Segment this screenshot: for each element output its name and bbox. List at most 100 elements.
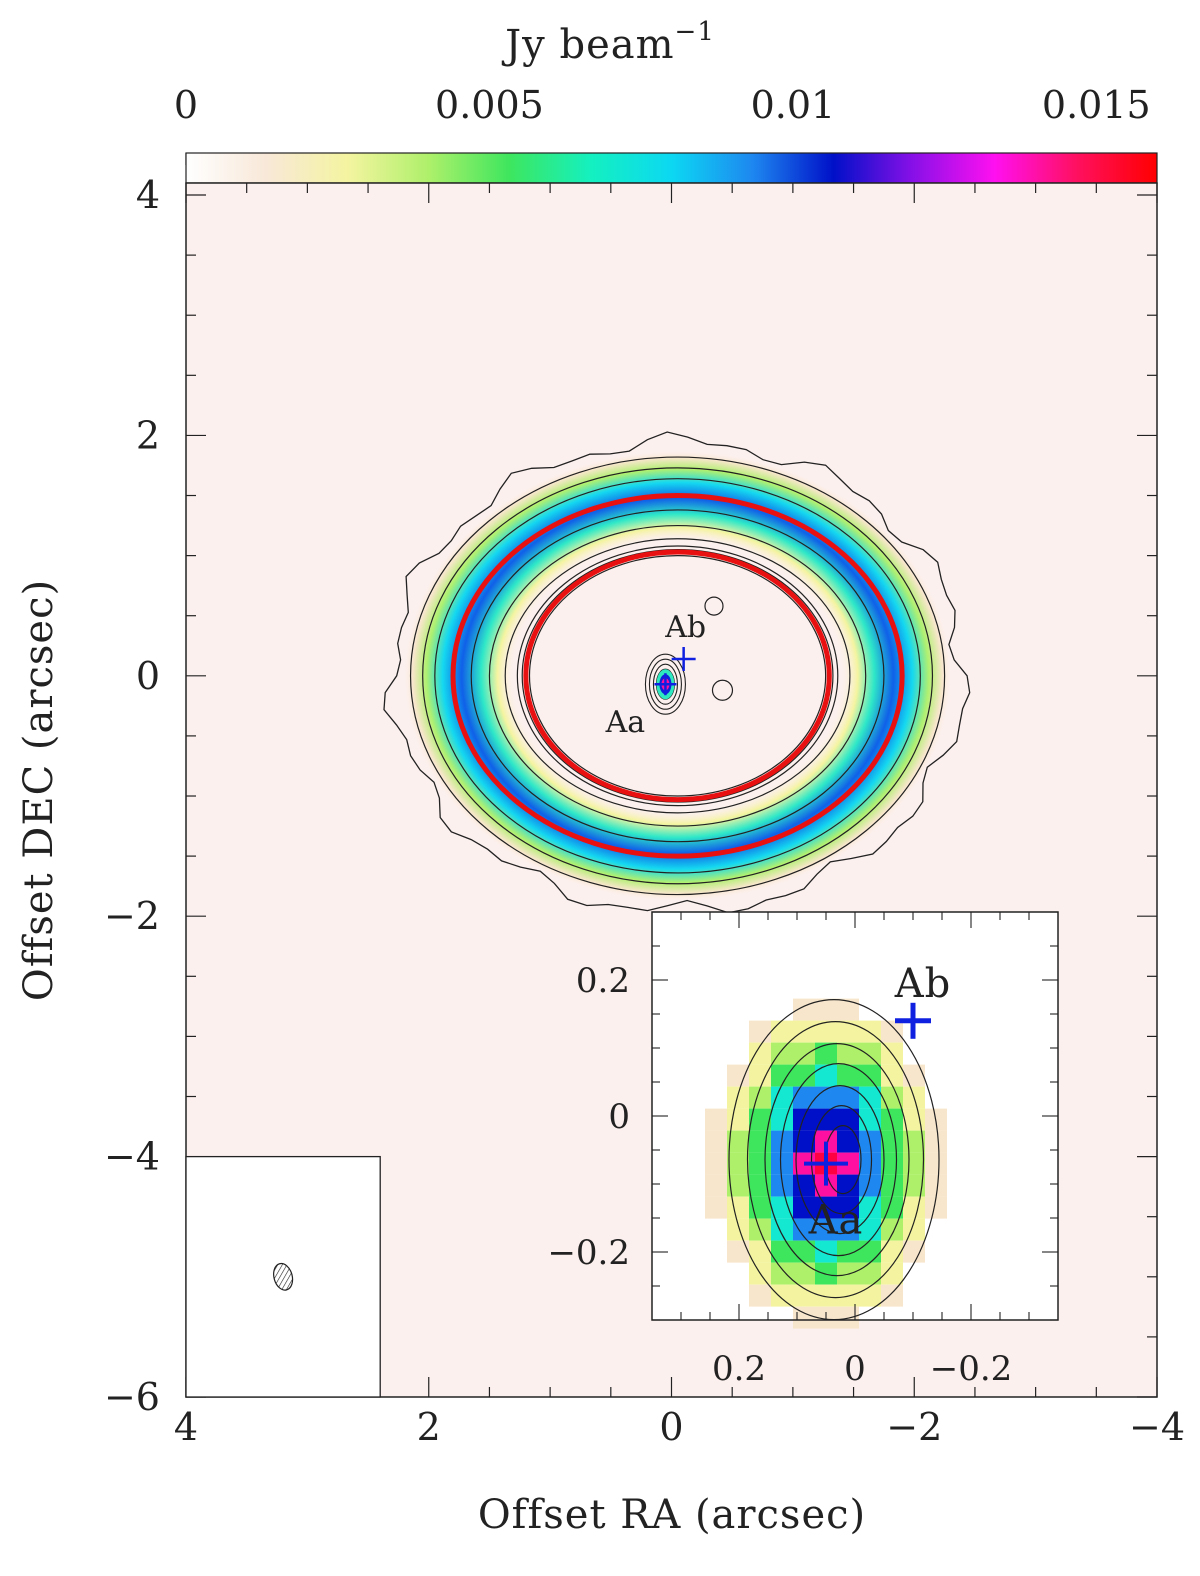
contour xyxy=(644,653,686,715)
inset-contour xyxy=(779,1062,898,1257)
inset-pixel xyxy=(727,1218,749,1241)
colorbar-tick-label: 0 xyxy=(174,83,198,127)
contour xyxy=(516,545,839,807)
inset-pixel xyxy=(793,1240,815,1263)
inset-pixel xyxy=(815,1020,837,1043)
inset-pixel xyxy=(837,1262,859,1285)
inset-pixel xyxy=(815,1042,837,1065)
inset-pixel xyxy=(837,998,859,1021)
y-tick-label: 0 xyxy=(136,654,160,698)
inset-pixel xyxy=(925,1130,947,1153)
contour xyxy=(422,467,934,885)
inset-pixel xyxy=(705,1196,727,1219)
inset-pixel xyxy=(837,1130,859,1153)
inset-pixel xyxy=(793,1174,815,1197)
inset-pixel xyxy=(881,1130,903,1153)
inset-pixel xyxy=(771,1284,793,1307)
y-axis-label: Offset DEC (arcsec) xyxy=(16,579,62,1001)
emission-map: Aa Ab xyxy=(383,431,971,914)
inset-contour xyxy=(795,1084,885,1235)
inset-pixel xyxy=(705,1108,727,1131)
inset-source-label-ab: Ab xyxy=(894,961,952,1007)
inset-pixel xyxy=(881,1174,903,1197)
colorbar-label: Jy beam−1 xyxy=(501,17,715,68)
inset-pixel xyxy=(771,1196,793,1219)
inset-pixel xyxy=(881,1240,903,1263)
inset-pixel xyxy=(771,1020,793,1043)
beam-ellipse xyxy=(273,1262,294,1291)
inset-pixel xyxy=(837,1020,859,1043)
source-label-ab: Ab xyxy=(664,610,706,645)
inset-pixel xyxy=(815,1284,837,1307)
inset-pixel xyxy=(859,1262,881,1285)
contour xyxy=(648,658,682,710)
inset-pixel xyxy=(749,1284,771,1307)
inset-pixel xyxy=(815,1064,837,1087)
inset-pixel xyxy=(925,1174,947,1197)
inset-pixel xyxy=(749,1020,771,1043)
inset-pixel xyxy=(727,1152,749,1175)
inset-pixel xyxy=(859,1042,881,1065)
inset-pixel xyxy=(793,1284,815,1307)
y-tick-label: −6 xyxy=(104,1375,160,1419)
ring-fit-ellipse xyxy=(450,493,905,859)
inset-pixel xyxy=(903,1196,925,1219)
inset-pixel xyxy=(727,1174,749,1197)
inset-pixel xyxy=(859,1174,881,1197)
inset-pixel xyxy=(837,1240,859,1263)
contour xyxy=(704,596,724,616)
inset-y-tick-label: 0.2 xyxy=(576,961,630,1001)
inset-pixel xyxy=(749,1064,771,1087)
inset-pixel xyxy=(859,1020,881,1043)
contour xyxy=(711,679,734,701)
inset-pixel xyxy=(815,1108,837,1131)
colorbar-label-exponent: −1 xyxy=(675,17,715,47)
inset-pixel xyxy=(749,1086,771,1109)
contour xyxy=(383,431,971,914)
inset-pixel xyxy=(793,1262,815,1285)
inset-pixel xyxy=(727,1064,749,1087)
x-tick-label: 2 xyxy=(417,1405,441,1449)
inset-pixel xyxy=(771,1152,793,1175)
inset-pixel xyxy=(771,1042,793,1065)
source-marker-aa xyxy=(654,673,677,696)
inset-pixel xyxy=(793,1218,815,1241)
contour xyxy=(652,663,678,705)
inset-pixel xyxy=(793,1064,815,1087)
inset-pixel xyxy=(859,1152,881,1175)
inset-pixel xyxy=(903,1240,925,1263)
source-label-aa: Aa xyxy=(605,705,646,740)
inset-pixel xyxy=(727,1086,749,1109)
source-marker-ab xyxy=(671,646,696,671)
inset-pixel xyxy=(727,1130,749,1153)
inset-pixel xyxy=(727,1240,749,1263)
inset-pixel xyxy=(903,1108,925,1131)
inset-pixel xyxy=(815,1086,837,1109)
inset-pixel xyxy=(881,1086,903,1109)
inset-pixel xyxy=(815,1262,837,1285)
inset-pixel xyxy=(815,1240,837,1263)
colorbar-tick-label: 0.005 xyxy=(435,83,544,127)
x-tick-label: 0 xyxy=(659,1405,683,1449)
inset-pixel xyxy=(771,1108,793,1131)
contour xyxy=(470,509,885,843)
contour xyxy=(528,555,827,797)
contour xyxy=(409,456,946,896)
inset-x-tick-label: 0.2 xyxy=(712,1349,766,1389)
inset-pixel xyxy=(749,1196,771,1219)
x-tick-label: 4 xyxy=(174,1405,198,1449)
inset-pixel xyxy=(749,1240,771,1263)
inset-pixel xyxy=(771,1262,793,1285)
inset-pixel xyxy=(837,1284,859,1307)
inset-pixel xyxy=(837,1218,859,1241)
inset-pixel xyxy=(815,1196,837,1219)
inset-pixel xyxy=(881,1284,903,1307)
inset-pixel xyxy=(859,1064,881,1087)
inset-contour xyxy=(810,1104,873,1215)
contour xyxy=(488,524,867,827)
inset-pixel xyxy=(705,1174,727,1197)
inset-pixel xyxy=(793,1108,815,1131)
inset-pixel xyxy=(837,1064,859,1087)
inset-pixel xyxy=(705,1152,727,1175)
inset-x-tick-label: −0.2 xyxy=(930,1349,1013,1389)
